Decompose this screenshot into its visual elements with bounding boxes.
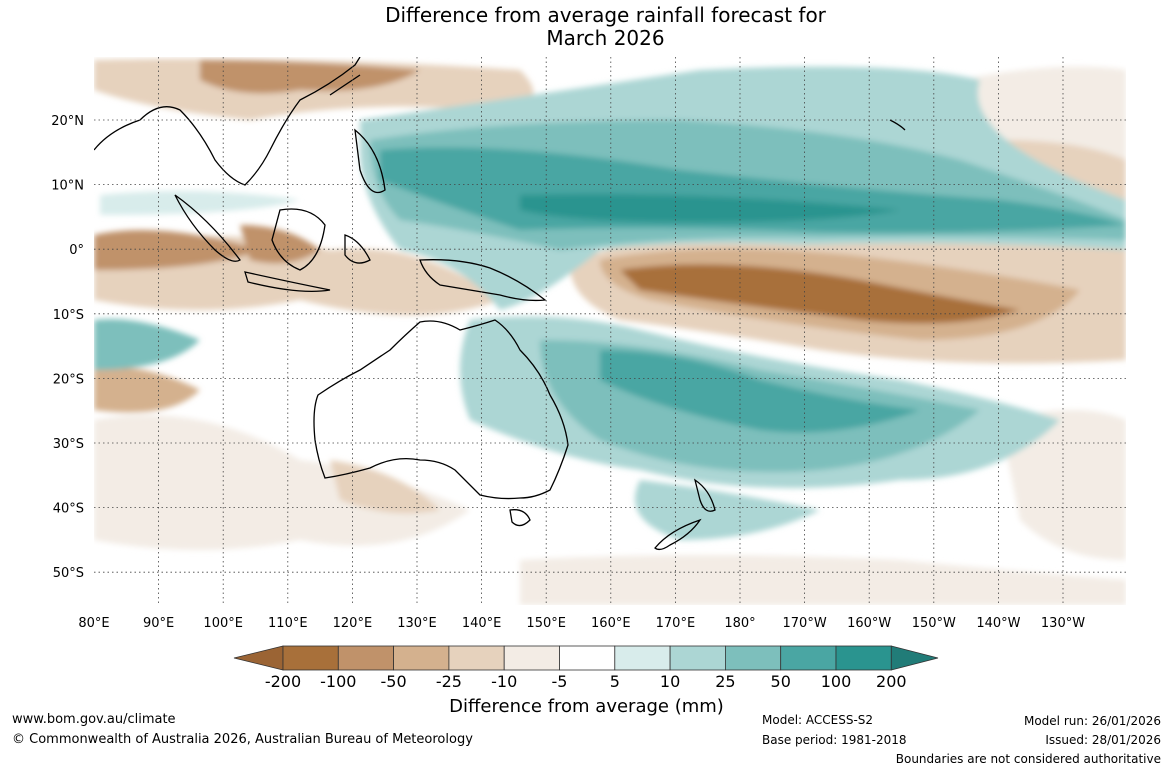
longitude-label: 120°E [333,616,373,631]
longitude-label: 170°W [783,616,827,631]
colorbar-swatch [282,645,339,671]
longitude-label: 110°E [268,616,308,631]
longitude-labels: 80°E 90°E 100°E 110°E 120°E 130°E 140°E 150°E 16… [78,616,1085,631]
title-line-1: Difference from average rainfall forecas… [385,3,826,27]
java-coastline [244,271,331,293]
colorbar-over-arrow [890,645,939,671]
longitude-label: 130°W [1041,616,1085,631]
longitude-label: 140°E [462,616,502,631]
colorbar-swatch [503,645,560,671]
coastline-layer [94,57,906,551]
model-text: Model: ACCESS-S2 [762,713,874,727]
latitude-label: 50°S [53,566,84,581]
website-link[interactable]: www.bom.gov.au/climate [12,712,176,727]
sumatra-coastline [174,194,241,262]
longitude-label: 170°E [656,616,696,631]
borneo-coastline [271,208,326,271]
colorbar-swatch [448,645,505,671]
colorbar-tick-label: 25 [715,672,735,691]
new-guinea-coastline [419,259,547,302]
base-period-text: Base period: 1981-2018 [762,733,907,747]
latitude-labels: 20°N 10°N 0° 10°S 20°S 30°S 40°S 50°S [51,114,84,581]
issued-text: Issued: 28/01/2026 [1045,733,1161,747]
longitude-label: 100°E [203,616,243,631]
longitude-label: 180° [724,616,755,631]
tasmania-coastline [509,509,531,527]
asia-coastline [94,57,361,186]
longitude-label: 150°W [912,616,956,631]
longitude-label: 160°E [591,616,631,631]
colorbar-tick-label: 5 [610,672,620,691]
copyright-text: © Commonwealth of Australia 2026, Austra… [12,732,473,747]
colorbar-swatch [337,645,394,671]
australia-coastline [313,319,569,500]
latitude-label: 30°S [53,437,84,452]
colorbar-tick-label: 100 [821,672,852,691]
longitude-label: 150°E [526,616,566,631]
colorbar-swatch [835,645,892,671]
latitude-label: 20°N [51,114,84,129]
colorbar-tick-label: -10 [491,672,517,691]
latitude-label: 10°N [51,179,84,194]
longitude-label: 80°E [78,616,109,631]
latitude-label: 40°S [53,502,84,517]
latitude-label: 20°S [53,372,84,387]
colorbar [233,645,939,671]
colorbar-swatch [780,645,837,671]
colorbar-swatch [669,645,726,671]
longitude-label: 130°E [397,616,437,631]
colorbar-under-arrow [233,645,284,671]
colorbar-tick-label: 10 [660,672,680,691]
model-run-text: Model run: 26/01/2026 [1023,714,1161,728]
longitude-label: 90°E [143,616,174,631]
latitude-label: 10°S [53,308,84,323]
latitude-label: 0° [69,243,84,258]
anomaly-field-layer [94,57,1126,605]
title-line-2: March 2026 [546,26,665,50]
philippines-coastline [354,128,386,194]
colorbar-tick-label: -200 [265,672,301,691]
colorbar-swatch [725,645,782,671]
colorbar-ticks: -200 -100 -50 -25 -10 -5 5 10 25 50 100 200 [265,672,907,691]
colorbar-swatch [559,645,616,671]
colorbar-tick-label: -50 [381,672,407,691]
map-title: Difference from average rainfall forecas… [0,4,1173,50]
colorbar-tick-label: -25 [436,672,462,691]
colorbar-tick-label: 200 [876,672,907,691]
new-zealand-coastline [654,478,716,551]
colorbar-swatch [614,645,671,671]
hawaii-coastline [889,119,906,131]
sulawesi-coastline [344,234,371,264]
longitude-label: 140°W [976,616,1020,631]
longitude-label: 160°W [847,616,891,631]
colorbar-label: Difference from average (mm) [449,696,724,717]
graticule [94,57,1126,605]
colorbar-tick-label: -100 [320,672,356,691]
colorbar-tick-label: 50 [771,672,791,691]
colorbar-tick-label: -5 [552,672,568,691]
boundaries-disclaimer: Boundaries are not considered authoritat… [895,752,1161,766]
colorbar-swatch [393,645,450,671]
japan-coastline [329,74,361,96]
